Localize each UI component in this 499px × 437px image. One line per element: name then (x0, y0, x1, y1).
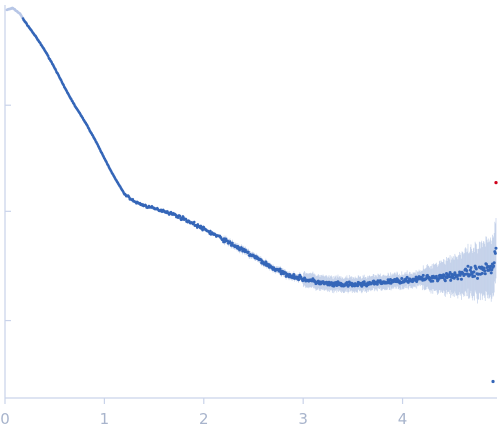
data-point (421, 273, 425, 277)
data-point (178, 214, 182, 218)
data-point (362, 280, 366, 284)
data-point (231, 241, 234, 245)
data-point (378, 279, 382, 283)
outlier-points (491, 181, 498, 384)
data-point (456, 277, 460, 281)
data-point (465, 269, 469, 273)
data-point (490, 268, 494, 272)
data-point (473, 274, 477, 278)
data-point (480, 271, 484, 275)
data-point (292, 272, 296, 276)
data-point (209, 229, 212, 233)
data-points (5, 6, 498, 288)
data-point (483, 269, 487, 273)
error-bars (6, 7, 497, 304)
data-point (434, 274, 438, 278)
data-point (476, 276, 480, 280)
data-point (474, 267, 478, 271)
data-point (484, 262, 488, 266)
data-point (131, 197, 135, 201)
data-point (493, 251, 497, 255)
data-point (278, 267, 282, 271)
data-point (431, 279, 435, 283)
data-point (459, 277, 463, 281)
x-ticks: 0 1 2 3 4 (0, 398, 407, 428)
x-tick-label: 3 (298, 410, 308, 428)
x-tick-label: 4 (398, 410, 408, 428)
data-point (184, 217, 188, 221)
outlier-point (491, 379, 495, 384)
data-point (192, 220, 196, 224)
data-point (489, 271, 493, 275)
data-point (199, 224, 203, 228)
data-point (472, 270, 476, 274)
data-point (375, 282, 379, 286)
data-point (405, 275, 409, 279)
data-point (468, 273, 472, 277)
axes: 0 1 2 3 4 (0, 5, 497, 428)
x-tick-label: 2 (199, 410, 209, 428)
data-point (494, 246, 498, 250)
data-point (443, 279, 447, 283)
data-point (176, 216, 180, 219)
x-tick-label: 0 (0, 410, 10, 428)
data-point (223, 240, 226, 244)
data-point (492, 261, 496, 265)
y-ticks (5, 104, 11, 322)
data-point (492, 264, 496, 268)
data-point (483, 272, 487, 276)
data-point (345, 280, 349, 284)
data-point (448, 271, 452, 275)
data-point (247, 250, 250, 254)
data-point (445, 276, 449, 280)
outlier-point (494, 181, 498, 185)
x-tick-label: 1 (100, 410, 110, 428)
data-point (297, 278, 301, 282)
data-point (482, 266, 486, 270)
data-point (279, 272, 283, 276)
data-point (466, 264, 470, 268)
data-point (489, 264, 493, 268)
data-point (469, 266, 473, 270)
data-point (415, 280, 419, 284)
data-point (400, 276, 404, 280)
data-point (449, 278, 453, 282)
